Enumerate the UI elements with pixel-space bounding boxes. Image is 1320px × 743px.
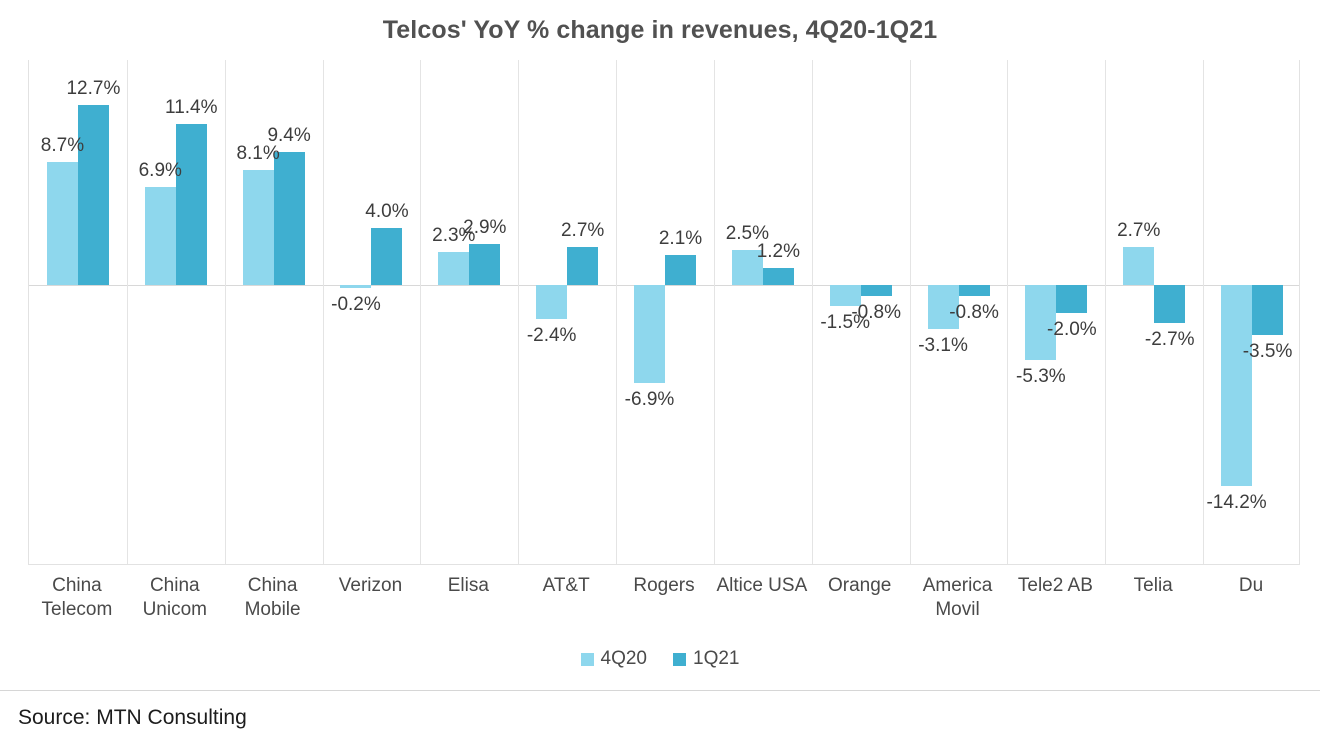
bar-value-label: -5.3% (1016, 365, 1066, 387)
bar-value-label: 2.7% (560, 219, 605, 241)
x-axis-label: China Mobile (244, 575, 301, 621)
bar (469, 243, 501, 285)
category-separator (1203, 60, 1204, 564)
bar-value-label: 8.7% (40, 134, 85, 156)
bar (829, 285, 861, 307)
bar (144, 187, 176, 285)
legend-item[interactable]: 4Q20 (580, 648, 647, 670)
x-axis-label: Altice USA (716, 575, 808, 596)
bar-value-label: -3.5% (1242, 340, 1293, 362)
bar-value-label: -0.2% (331, 293, 381, 315)
bar-value-label: 1.2% (756, 241, 800, 263)
category-separator (616, 60, 617, 564)
bar (1123, 246, 1155, 285)
category-separator (1007, 60, 1008, 564)
category-separator (714, 60, 715, 564)
bar (438, 252, 470, 285)
footer-divider (0, 690, 1320, 691)
bar-value-label: -2.4% (526, 324, 577, 346)
x-axis-label: America Movil (922, 575, 993, 621)
legend-item[interactable]: 1Q21 (673, 648, 739, 670)
bar-value-label: 2.1% (658, 228, 703, 250)
bar (762, 268, 794, 285)
x-axis-label: China Telecom (41, 575, 113, 621)
x-axis-label: Verizon (338, 575, 403, 596)
bar (1025, 285, 1057, 360)
category-separator (420, 60, 421, 564)
category-separator (910, 60, 911, 564)
bar (77, 105, 109, 285)
x-axis-label: AT&T (542, 575, 590, 596)
legend-swatch-icon (580, 652, 594, 666)
bar-value-label: -6.9% (624, 388, 675, 410)
plot-area: 8.7% 12.7% 6.9% 11.4% 8.1% 9.4% -0.2% 4.0% 2.3% 2… (28, 60, 1300, 565)
bar-value-label: 4.0% (365, 201, 409, 223)
bar (536, 285, 568, 319)
bar-value-label: -1.5% (820, 312, 870, 334)
category-separator (812, 60, 813, 564)
bar (371, 228, 403, 285)
bar (1252, 285, 1284, 335)
bar-value-label: 9.4% (267, 124, 311, 146)
bar (242, 170, 274, 285)
x-axis-label: China Unicom (142, 575, 207, 621)
chart-title: Telcos' YoY % change in revenues, 4Q20-1… (382, 16, 938, 44)
bar-value-label: 2.9% (463, 216, 507, 238)
bar-value-label: -0.8% (851, 302, 901, 324)
category-separator (225, 60, 226, 564)
legend-label: 4Q20 (600, 648, 647, 669)
category-separator (323, 60, 324, 564)
x-axis-label: Tele2 AB (1017, 575, 1093, 596)
bar (927, 285, 959, 329)
bar (273, 151, 305, 285)
chart-legend: 4Q20 1Q21 (0, 648, 1320, 670)
x-axis-label: Telia (1133, 575, 1173, 596)
bar-value-label: 8.1% (236, 143, 280, 165)
x-axis-label: Du (1238, 575, 1264, 596)
x-axis-label: Rogers (633, 575, 695, 596)
category-separator (127, 60, 128, 564)
bar (860, 285, 892, 297)
source-note: Source: MTN Consulting (18, 706, 247, 729)
x-axis-label: Orange (828, 575, 892, 596)
bar-value-label: -14.2% (1206, 491, 1267, 513)
bar-value-label: 6.9% (138, 160, 182, 182)
legend-label: 1Q21 (693, 648, 740, 669)
bar (1056, 285, 1088, 314)
legend-swatch-icon (673, 652, 686, 666)
bar (1154, 285, 1186, 324)
bar (958, 285, 990, 297)
bar-value-label: -2.7% (1144, 329, 1195, 351)
bar-value-label: 2.3% (432, 225, 476, 247)
bar (634, 285, 665, 383)
bar-value-label: 12.7% (66, 78, 121, 100)
bar (1221, 285, 1253, 486)
category-separator (1105, 60, 1106, 564)
bar-value-label: -2.0% (1047, 319, 1097, 341)
bar-value-label: 2.7% (1117, 219, 1161, 241)
bar (175, 123, 207, 285)
bar (567, 246, 599, 285)
bar (731, 249, 763, 285)
bar (340, 285, 372, 288)
category-separator (518, 60, 519, 564)
bar (665, 255, 696, 285)
bar-value-label: -3.1% (918, 334, 968, 356)
bar-value-label: -0.8% (949, 302, 999, 324)
x-axis-label: Elisa (447, 575, 489, 596)
bar-value-label: 11.4% (165, 96, 218, 118)
bar (46, 161, 78, 285)
bar-value-label: 2.5% (725, 222, 769, 244)
